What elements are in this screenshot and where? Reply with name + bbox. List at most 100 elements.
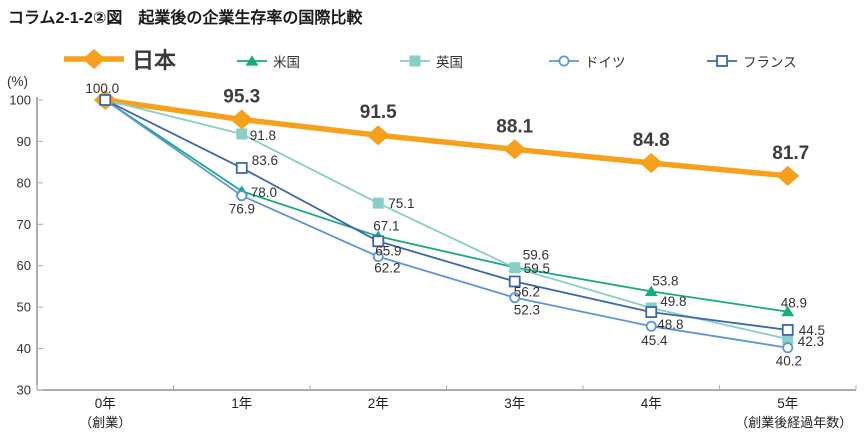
marker-circle-open bbox=[509, 292, 521, 304]
legend-label-france: フランス bbox=[743, 55, 797, 70]
legend-item-usa: 米国 bbox=[237, 51, 300, 71]
series-lines bbox=[104, 97, 789, 349]
y-tick-label: 50 bbox=[17, 300, 31, 315]
marker-triangle bbox=[644, 285, 658, 296]
marker-circle-open bbox=[558, 55, 570, 67]
legend-label-uk: 英国 bbox=[436, 55, 463, 70]
marker-square-open bbox=[372, 235, 385, 248]
markers-usa bbox=[98, 94, 795, 317]
value-label-japan-4: 84.8 bbox=[633, 130, 670, 151]
markers-france bbox=[99, 94, 794, 336]
value-label-france-5: 44.5 bbox=[799, 323, 825, 338]
legend-item-japan: 日本 bbox=[64, 43, 176, 75]
value-label-uk-3: 59.5 bbox=[524, 261, 550, 276]
marker-square-open bbox=[99, 94, 112, 106]
legend-label-germany: ドイツ bbox=[585, 55, 626, 70]
marker-square-open bbox=[716, 55, 728, 67]
legend-diamond-icon bbox=[64, 49, 124, 69]
value-label-france-1: 83.6 bbox=[252, 153, 278, 168]
y-tick-label: 70 bbox=[17, 217, 31, 232]
line-france bbox=[104, 99, 788, 331]
x-tick-label: 4年 bbox=[641, 396, 662, 411]
value-label-usa-5: 48.9 bbox=[781, 296, 807, 311]
marker-diamond bbox=[639, 152, 663, 173]
line-uk bbox=[105, 99, 788, 340]
value-label-germany-4: 45.4 bbox=[641, 333, 668, 348]
x-tick-label: 5年 bbox=[777, 396, 798, 411]
value-label-usa-1: 78.0 bbox=[251, 185, 277, 200]
legend-square-open-icon bbox=[707, 55, 737, 67]
line-usa bbox=[104, 99, 788, 313]
marker-triangle bbox=[245, 55, 259, 66]
y-tick-label: 100 bbox=[9, 93, 31, 108]
y-tick-label: 40 bbox=[17, 341, 31, 356]
legend: 日本 米国 英国 ドイツ フランス bbox=[0, 0, 865, 80]
marker-diamond bbox=[776, 165, 800, 186]
value-label-japan-5: 81.7 bbox=[772, 143, 809, 164]
value-label-germany-2: 62.2 bbox=[374, 261, 400, 276]
value-label-japan-1: 95.3 bbox=[223, 86, 260, 107]
x-tick-label: 3年 bbox=[504, 396, 525, 411]
marker-square-open bbox=[235, 162, 248, 174]
x-axis-note-first: （創業） bbox=[79, 415, 131, 430]
value-label-france-2: 65.9 bbox=[375, 243, 401, 258]
marker-diamond bbox=[230, 109, 254, 130]
series-markers bbox=[93, 90, 800, 354]
value-label-origin: 100.0 bbox=[85, 81, 119, 96]
marker-triangle bbox=[781, 305, 795, 317]
value-label-usa-3: 59.6 bbox=[523, 247, 549, 262]
marker-circle-open bbox=[645, 320, 657, 332]
value-label-france-4: 48.8 bbox=[657, 317, 683, 332]
legend-item-germany: ドイツ bbox=[549, 51, 626, 71]
marker-circle-open bbox=[236, 190, 248, 202]
markers-uk bbox=[99, 94, 794, 345]
marker-square bbox=[509, 262, 521, 274]
marker-square bbox=[372, 197, 384, 209]
y-tick-label: 80 bbox=[17, 175, 31, 190]
value-label-germany-1: 76.9 bbox=[229, 202, 255, 217]
marker-diamond bbox=[366, 125, 390, 146]
marker-square-open bbox=[645, 306, 658, 319]
value-label-germany-5: 40.2 bbox=[776, 354, 802, 369]
marker-diamond bbox=[82, 49, 106, 69]
marker-square bbox=[782, 333, 794, 345]
value-label-usa-4: 53.8 bbox=[652, 273, 678, 288]
line-germany bbox=[104, 99, 788, 349]
y-tick-label: 60 bbox=[17, 258, 31, 273]
x-tick-label: 0年 bbox=[95, 396, 116, 411]
y-tick-label: 30 bbox=[17, 383, 31, 398]
legend-triangle-icon bbox=[237, 55, 267, 66]
value-label-germany-3: 52.3 bbox=[514, 303, 540, 318]
legend-square-icon bbox=[400, 55, 430, 67]
marker-square bbox=[409, 55, 421, 67]
x-tick-label: 1年 bbox=[231, 396, 252, 411]
chart-title: コラム2-1-2②図 起業後の企業生存率の国際比較 bbox=[8, 10, 363, 27]
value-label-usa-2: 67.1 bbox=[373, 218, 399, 233]
y-axis-unit-label: (%) bbox=[7, 74, 28, 89]
line-japan bbox=[104, 97, 789, 179]
x-axis-note-last: （創業後経過年数） bbox=[735, 415, 852, 430]
marker-square-open bbox=[781, 324, 794, 336]
value-label-japan-2: 91.5 bbox=[360, 102, 397, 123]
value-label-japan-3: 88.1 bbox=[496, 116, 533, 137]
axes: 100 90 80 70 60 50 40 30 (%) 0年 1年 2年 3年 4年 5年 （創業） （創業後… bbox=[7, 74, 857, 430]
marker-square-open bbox=[508, 275, 521, 288]
value-labels: 95.3 91.5 88.1 84.8 81.7 78.0 67.1 59.6 53.8 48.9… bbox=[85, 81, 825, 369]
legend-circle-open-icon bbox=[549, 55, 579, 67]
value-label-uk-1: 91.8 bbox=[250, 128, 276, 143]
marker-square bbox=[236, 128, 248, 140]
value-label-uk-4: 49.8 bbox=[660, 294, 686, 309]
value-label-uk-2: 75.1 bbox=[388, 196, 414, 211]
markers-germany bbox=[99, 94, 794, 354]
legend-item-france: フランス bbox=[707, 51, 797, 71]
y-tick-label: 90 bbox=[17, 134, 31, 149]
legend-label-usa: 米国 bbox=[273, 55, 300, 70]
marker-diamond bbox=[503, 139, 527, 160]
value-label-uk-5: 42.3 bbox=[798, 334, 824, 349]
legend-item-uk: 英国 bbox=[400, 51, 463, 71]
markers-japan bbox=[93, 90, 800, 186]
legend-label-japan: 日本 bbox=[132, 48, 177, 73]
marker-circle-open bbox=[782, 342, 794, 354]
